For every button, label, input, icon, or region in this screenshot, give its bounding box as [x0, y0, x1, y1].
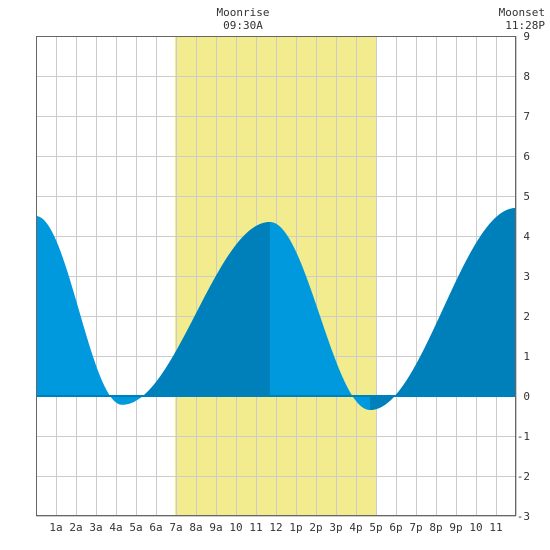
x-tick-label: 8a — [189, 521, 202, 534]
y-tick-label: 4 — [523, 230, 530, 243]
x-tick-label: 11 — [249, 521, 262, 534]
x-tick-label: 10 — [229, 521, 242, 534]
x-tick-label: 2p — [309, 521, 322, 534]
y-tick-label: -1 — [517, 430, 530, 443]
moonset-time: 11:28P — [505, 19, 545, 32]
x-tick-label: 10 — [469, 521, 482, 534]
plot-frame — [36, 36, 516, 516]
tide-area-shaded — [144, 222, 270, 396]
x-tick-label: 12 — [269, 521, 282, 534]
tide-area-shaded — [370, 208, 516, 410]
y-tick-label: 0 — [523, 390, 530, 403]
x-tick-label: 6p — [389, 521, 402, 534]
x-tick-label: 11 — [489, 521, 502, 534]
x-tick-label: 2a — [69, 521, 82, 534]
x-tick-label: 1a — [49, 521, 62, 534]
y-tick-label: 6 — [523, 150, 530, 163]
moonrise-time: 09:30A — [223, 19, 263, 32]
x-tick-label: 1p — [289, 521, 302, 534]
y-tick-label: 5 — [523, 190, 530, 203]
x-tick-label: 3a — [89, 521, 102, 534]
y-tick-label: 9 — [523, 30, 530, 43]
x-tick-label: 7p — [409, 521, 422, 534]
tide-area — [36, 208, 516, 410]
y-tick-label: -3 — [517, 510, 530, 523]
x-tick-label: 6a — [149, 521, 162, 534]
y-tick-label: 8 — [523, 70, 530, 83]
x-tick-label: 8p — [429, 521, 442, 534]
x-tick-label: 5p — [369, 521, 382, 534]
x-tick-label: 4a — [109, 521, 122, 534]
y-tick-label: -2 — [517, 470, 530, 483]
y-tick-label: 2 — [523, 310, 530, 323]
y-tick-label: 1 — [523, 350, 530, 363]
x-tick-label: 4p — [349, 521, 362, 534]
y-tick-label: 7 — [523, 110, 530, 123]
x-tick-label: 7a — [169, 521, 182, 534]
x-tick-label: 5a — [129, 521, 142, 534]
moonrise-title: Moonrise — [217, 6, 270, 19]
zero-line — [36, 395, 516, 397]
x-tick-label: 3p — [329, 521, 342, 534]
moonset-title: Moonset — [499, 6, 545, 19]
y-tick-label: 3 — [523, 270, 530, 283]
x-tick-label: 9a — [209, 521, 222, 534]
x-tick-label: 9p — [449, 521, 462, 534]
